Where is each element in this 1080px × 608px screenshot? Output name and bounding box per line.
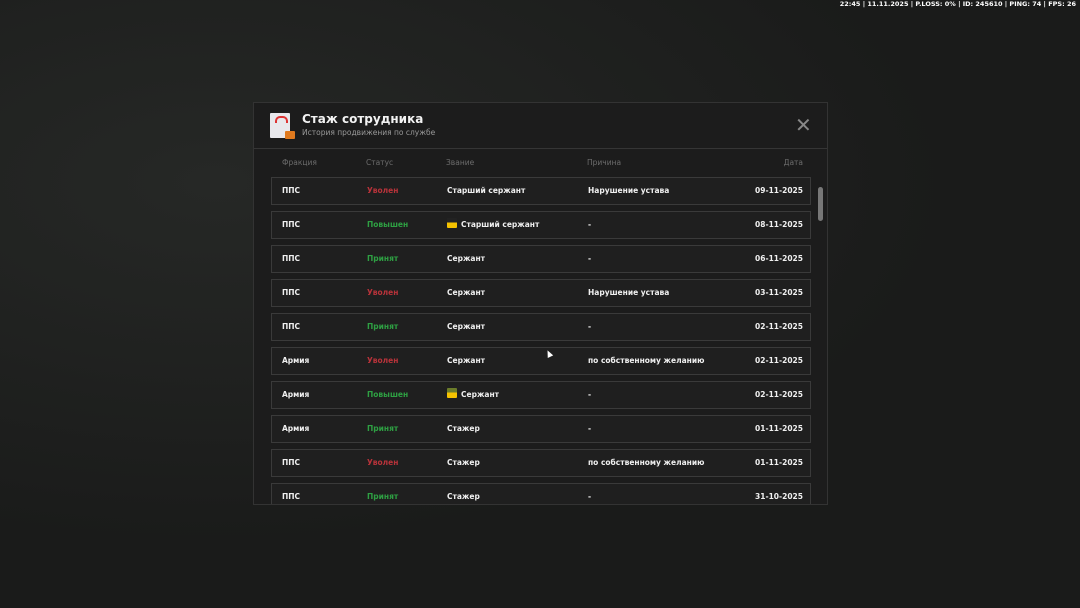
rank-label: Стажер — [447, 424, 480, 433]
column-date: Дата — [783, 158, 803, 167]
faction-cell: Армия — [282, 390, 310, 399]
rank-insignia-icon — [447, 388, 457, 398]
date-cell: 02-11-2025 — [755, 322, 803, 331]
rank-cell: Стажер — [447, 450, 480, 476]
reason-cell: - — [588, 492, 592, 501]
rank-cell: Сержант — [447, 314, 485, 340]
rank-cell: Сержант — [447, 382, 499, 408]
faction-cell: Армия — [282, 424, 310, 433]
rank-label: Сержант — [447, 322, 486, 331]
faction-cell: Армия — [282, 356, 310, 365]
rank-cell: Сержант — [447, 280, 485, 306]
reason-cell: - — [588, 220, 592, 229]
faction-cell: ППС — [282, 220, 301, 229]
column-faction: Фракция — [282, 158, 317, 167]
rank-label: Сержант — [447, 356, 486, 365]
rank-label: Сержант — [447, 288, 486, 297]
rank-cell: Сержант — [447, 246, 485, 272]
modal-title: Стаж сотрудника — [302, 112, 424, 126]
table-row: Армия Принят Стажер - 01-11-2025 — [271, 415, 811, 443]
status-cell: Повышен — [367, 390, 409, 399]
date-cell: 08-11-2025 — [755, 220, 803, 229]
column-rank: Звание — [446, 158, 475, 167]
table-row: ППС Уволен Стажер по собственному желани… — [271, 449, 811, 477]
rank-label: Сержант — [461, 390, 500, 399]
rank-label: Сержант — [447, 254, 486, 263]
column-status: Статус — [366, 158, 394, 167]
date-cell: 01-11-2025 — [755, 424, 803, 433]
date-cell: 09-11-2025 — [755, 186, 803, 195]
date-cell: 02-11-2025 — [755, 356, 803, 365]
faction-cell: ППС — [282, 458, 301, 467]
table-row: ППС Принят Сержант - 02-11-2025 — [271, 313, 811, 341]
rank-label: Стажер — [447, 492, 480, 501]
rank-label: Стажер — [447, 458, 480, 467]
status-cell: Повышен — [367, 220, 409, 229]
modal-header: Стаж сотрудника История продвижения по с… — [254, 103, 827, 149]
status-cell: Принят — [367, 424, 399, 433]
table-row: ППС Принят Сержант - 06-11-2025 — [271, 245, 811, 273]
status-cell: Принят — [367, 254, 399, 263]
reason-cell: Нарушение устава — [588, 288, 670, 297]
table-row: ППС Повышен Старший сержант - 08-11-2025 — [271, 211, 811, 239]
hud-status-bar: 22:45 | 11.11.2025 | P.LOSS: 0% | ID: 24… — [839, 0, 1076, 8]
rank-cell: Стажер — [447, 484, 480, 504]
rank-label: Старший сержант — [447, 186, 526, 195]
reason-cell: - — [588, 322, 592, 331]
rank-cell: Старший сержант — [447, 212, 539, 238]
status-cell: Уволен — [367, 288, 399, 297]
rank-cell: Сержант — [447, 348, 485, 374]
reason-cell: - — [588, 424, 592, 433]
reason-cell: Нарушение устава — [588, 186, 670, 195]
close-icon[interactable]: ✕ — [795, 113, 812, 137]
date-cell: 31-10-2025 — [755, 492, 803, 501]
table-row: ППС Принят Стажер - 31-10-2025 — [271, 483, 811, 504]
faction-cell: ППС — [282, 254, 301, 263]
date-cell: 03-11-2025 — [755, 288, 803, 297]
faction-cell: ППС — [282, 288, 301, 297]
faction-cell: ППС — [282, 322, 301, 331]
rank-cell: Старший сержант — [447, 178, 525, 204]
table-row: ППС Уволен Сержант Нарушение устава 03-1… — [271, 279, 811, 307]
date-cell: 06-11-2025 — [755, 254, 803, 263]
history-table: ППС Уволен Старший сержант Нарушение уст… — [271, 177, 811, 504]
service-history-modal: Стаж сотрудника История продвижения по с… — [253, 102, 828, 505]
date-cell: 02-11-2025 — [755, 390, 803, 399]
reason-cell: - — [588, 254, 592, 263]
reason-cell: по собственному желанию — [588, 356, 705, 365]
table-row: Армия Повышен Сержант - 02-11-2025 — [271, 381, 811, 409]
status-cell: Уволен — [367, 186, 399, 195]
table-header: Фракция Статус Звание Причина Дата — [254, 158, 827, 170]
status-cell: Принят — [367, 492, 399, 501]
table-row: ППС Уволен Старший сержант Нарушение уст… — [271, 177, 811, 205]
status-cell: Уволен — [367, 356, 399, 365]
rank-cell: Стажер — [447, 416, 480, 442]
reason-cell: - — [588, 390, 592, 399]
rank-insignia-icon — [447, 218, 457, 228]
faction-cell: ППС — [282, 186, 301, 195]
document-briefcase-icon — [270, 113, 295, 139]
rank-label: Старший сержант — [461, 220, 540, 229]
modal-subtitle: История продвижения по службе — [302, 128, 436, 137]
column-reason: Причина — [587, 158, 622, 167]
status-cell: Принят — [367, 322, 399, 331]
table-row: Армия Уволен Сержант по собственному жел… — [271, 347, 811, 375]
scrollbar[interactable] — [818, 187, 823, 221]
status-cell: Уволен — [367, 458, 399, 467]
reason-cell: по собственному желанию — [588, 458, 705, 467]
date-cell: 01-11-2025 — [755, 458, 803, 467]
faction-cell: ППС — [282, 492, 301, 501]
